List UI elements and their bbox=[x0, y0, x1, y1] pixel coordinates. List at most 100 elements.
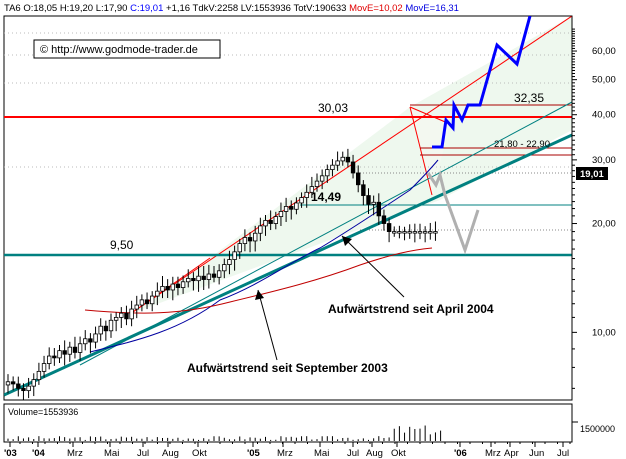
candle bbox=[67, 341, 72, 362]
candle bbox=[299, 192, 304, 208]
candle bbox=[294, 197, 299, 215]
candle bbox=[139, 294, 145, 312]
x-tick-label: Mai bbox=[314, 448, 329, 459]
x-tick-label: '06 bbox=[454, 448, 467, 459]
candle bbox=[407, 224, 412, 239]
candle bbox=[237, 238, 242, 259]
candle bbox=[402, 226, 407, 241]
candle bbox=[428, 222, 433, 240]
candle bbox=[247, 232, 253, 253]
level-label-9-50: 9,50 bbox=[110, 238, 134, 252]
arrow-apr-2004 bbox=[341, 235, 405, 298]
candle bbox=[376, 193, 381, 225]
level-label-zone: 21,80 - 22,90 bbox=[494, 139, 550, 150]
annotation-sep-2003: Aufwärtstrend seit September 2003 bbox=[187, 361, 388, 375]
candle bbox=[175, 276, 181, 296]
candle bbox=[242, 229, 248, 252]
candle bbox=[149, 291, 155, 312]
volume-bars bbox=[7, 425, 442, 441]
candle bbox=[160, 276, 165, 299]
candle bbox=[88, 333, 93, 354]
candle bbox=[422, 226, 428, 243]
candle bbox=[222, 258, 227, 279]
x-tick-label: Aug bbox=[366, 448, 383, 459]
candle bbox=[113, 312, 119, 332]
y-tick-label: 30,00 bbox=[592, 155, 616, 166]
y-tick-label: 50,00 bbox=[592, 75, 616, 86]
candle bbox=[258, 217, 263, 242]
last-price-tag bbox=[576, 167, 608, 180]
volume-label: Volume=1553936 bbox=[8, 407, 78, 417]
candle bbox=[180, 275, 186, 294]
candle bbox=[124, 305, 129, 326]
y-tick-label: 60,00 bbox=[592, 46, 616, 57]
candle bbox=[330, 159, 335, 177]
x-tick-label: Jul bbox=[347, 448, 359, 459]
y-tick-label: 10,00 bbox=[592, 327, 616, 338]
candle bbox=[155, 282, 160, 306]
candle bbox=[309, 176, 315, 199]
candle bbox=[52, 348, 57, 366]
candle bbox=[304, 184, 309, 208]
x-tick-label: Okt bbox=[192, 448, 207, 459]
x-tick-label: '05 bbox=[247, 448, 261, 459]
y-tick-label: 20,00 bbox=[592, 219, 616, 230]
level-label-32-35: 32,35 bbox=[514, 91, 544, 105]
candle bbox=[325, 164, 330, 183]
level-label-14-49: 14,49 bbox=[311, 190, 341, 204]
candle bbox=[93, 326, 98, 349]
candle bbox=[392, 226, 397, 237]
candle bbox=[361, 180, 366, 206]
candle bbox=[5, 374, 11, 394]
arrow-sep-2003 bbox=[255, 289, 278, 361]
x-tick-label: Okt bbox=[391, 448, 406, 459]
candle bbox=[108, 313, 114, 338]
moving-average-fast bbox=[89, 159, 439, 353]
candle bbox=[21, 383, 26, 400]
candle bbox=[371, 195, 376, 216]
candle bbox=[227, 250, 232, 275]
candle bbox=[103, 320, 109, 341]
candle bbox=[83, 330, 88, 351]
candle bbox=[16, 376, 21, 397]
candle bbox=[57, 344, 62, 363]
candle bbox=[165, 279, 170, 298]
candle bbox=[144, 292, 150, 310]
x-tick-label: Mrz bbox=[485, 448, 501, 459]
header-readout: TA6 O:18,05 H:19,20 L:17,90 C:19,01 +1,1… bbox=[4, 3, 459, 14]
x-tick-label: Jul bbox=[137, 448, 149, 459]
x-tick-label: Mai bbox=[104, 448, 119, 459]
price-candles bbox=[5, 148, 438, 400]
y-tick-label: 40,00 bbox=[592, 110, 616, 121]
volume-panel bbox=[3, 403, 573, 443]
candle bbox=[314, 173, 320, 192]
candle bbox=[196, 266, 201, 292]
candle bbox=[77, 336, 83, 361]
uptrend-line-apr-2004 bbox=[79, 101, 572, 366]
candle bbox=[319, 169, 325, 190]
x-tick-label: Apr bbox=[504, 448, 519, 459]
candle bbox=[355, 165, 361, 193]
candle bbox=[10, 376, 16, 391]
candle bbox=[232, 245, 237, 271]
channel-fill-top bbox=[410, 107, 450, 195]
candle bbox=[268, 210, 273, 231]
gray-projection bbox=[426, 170, 480, 255]
candle bbox=[47, 347, 52, 370]
candle bbox=[381, 209, 387, 231]
x-tick-label: Jul bbox=[557, 448, 569, 459]
candle bbox=[72, 336, 78, 359]
candle bbox=[206, 264, 212, 289]
copyright-text: © http://www.godmode-trader.de bbox=[40, 44, 198, 56]
candle bbox=[273, 211, 278, 230]
copyright-box bbox=[33, 39, 221, 59]
candle bbox=[31, 373, 36, 397]
candle bbox=[134, 295, 139, 319]
candle bbox=[211, 266, 217, 283]
candle bbox=[62, 340, 67, 366]
x-tick-label: '04 bbox=[32, 448, 46, 459]
x-axis: '03 '04 Mrz Mai Jul Aug Okt '05 Mrz Mai Jul Aug Okt '… bbox=[4, 441, 572, 459]
channel-top-wedge-2 bbox=[409, 106, 433, 196]
candle bbox=[170, 276, 175, 301]
